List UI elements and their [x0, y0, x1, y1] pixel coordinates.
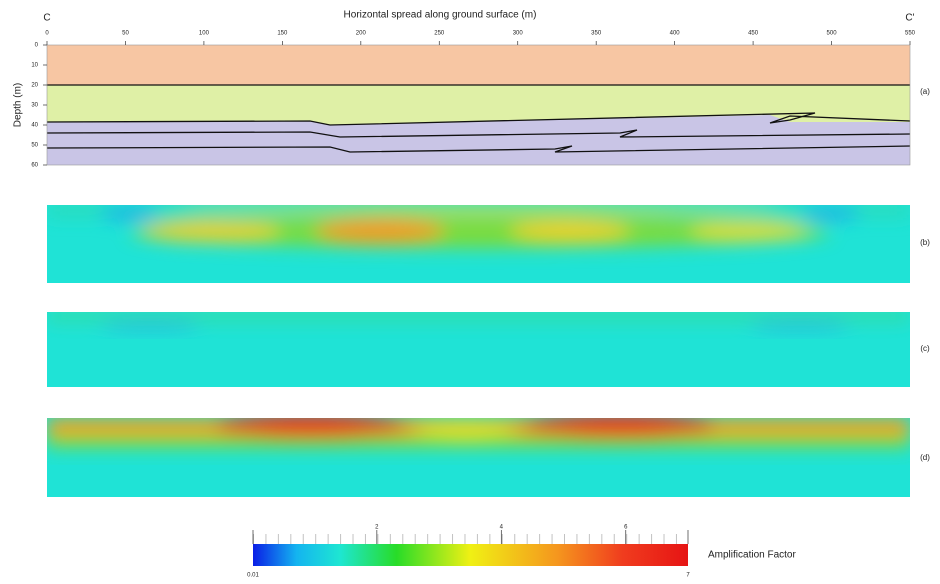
- endpoint-right: C': [905, 13, 914, 24]
- x-tick-label: 350: [591, 31, 602, 37]
- colorbar-tick-label: 0.01: [247, 573, 259, 579]
- x-tick-label: 250: [434, 31, 445, 37]
- colorbar-tick-label: 7: [686, 573, 690, 579]
- panel-label: (a): [920, 87, 930, 96]
- y-tick-label: 60: [31, 163, 38, 169]
- panel-label: (d): [920, 453, 930, 462]
- colorbar-tick-label: 4: [500, 525, 504, 531]
- colorbar: [253, 544, 688, 566]
- amplification-map-d: [47, 418, 910, 497]
- y-tick-label: 40: [31, 123, 38, 129]
- y-tick-label: 0: [35, 43, 39, 49]
- x-tick-label: 400: [670, 31, 681, 37]
- x-tick-label: 200: [356, 31, 367, 37]
- y-tick-label: 10: [31, 63, 38, 69]
- colorbar-minor-ticks: [253, 534, 688, 544]
- endpoint-left: C: [43, 13, 50, 24]
- y-axis-title: Depth (m): [13, 83, 24, 127]
- panel-label: (c): [920, 344, 930, 353]
- amplification-map-c: [47, 312, 910, 387]
- x-tick-label: 550: [905, 31, 916, 37]
- x-tick-label: 150: [277, 31, 288, 37]
- panel-label: (b): [920, 238, 930, 247]
- colorbar-title: Amplification Factor: [708, 550, 796, 561]
- y-tick-label: 50: [31, 143, 38, 149]
- x-tick-label: 300: [513, 31, 524, 37]
- colorbar-tick-label: 2: [375, 525, 379, 531]
- y-tick-label: 30: [31, 103, 38, 109]
- x-axis-title: Horizontal spread along ground surface (…: [344, 10, 537, 21]
- cross-section: [46, 44, 911, 166]
- x-tick-label: 500: [827, 31, 838, 37]
- amplification-map-b: [47, 205, 910, 283]
- y-tick-label: 20: [31, 83, 38, 89]
- x-tick-label: 100: [199, 31, 210, 37]
- x-tick-label: 450: [748, 31, 759, 37]
- x-tick-label: 50: [122, 31, 129, 37]
- x-tick-label: 0: [45, 31, 49, 37]
- colorbar-tick-label: 6: [624, 525, 628, 531]
